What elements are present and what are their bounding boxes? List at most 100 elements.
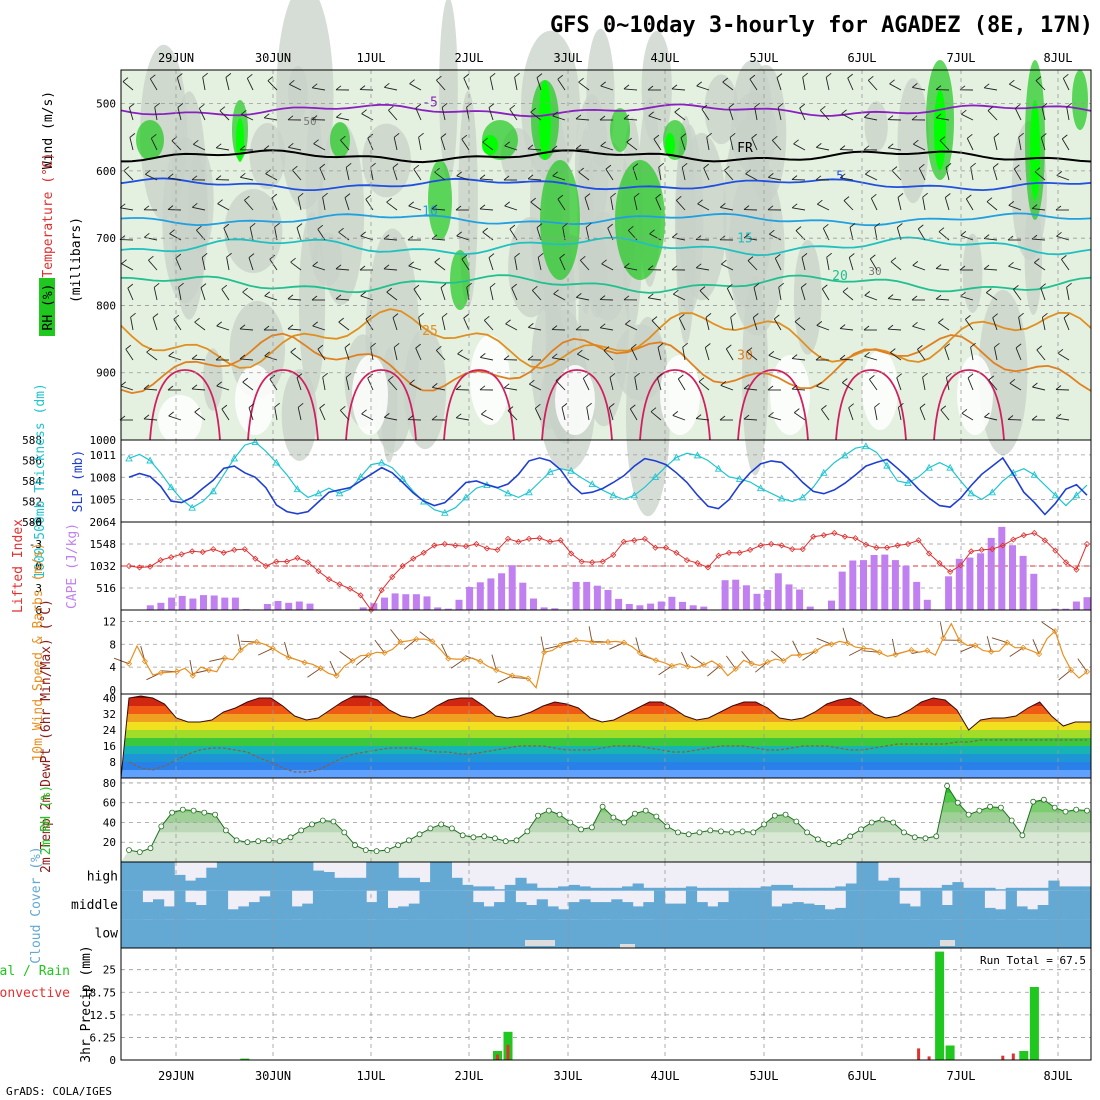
wind-barb — [125, 348, 134, 361]
wind-barb-flag — [1061, 255, 1067, 260]
wind-barb — [345, 377, 350, 391]
wind-barb-flag — [891, 166, 898, 171]
wind-barb — [152, 317, 158, 331]
wind-barb-flag — [945, 163, 952, 168]
wind-barb — [552, 175, 566, 181]
wind-barb — [682, 347, 686, 361]
rh2m-point — [718, 828, 724, 835]
thickness-point — [356, 472, 365, 480]
rh-moist-region — [136, 120, 164, 160]
wind-barb-flag — [345, 372, 352, 378]
wind-barb-flag — [152, 313, 159, 318]
wind-barb — [169, 233, 182, 241]
temp-contour-label: 25 — [422, 324, 438, 339]
wind-barb-flag — [986, 288, 992, 293]
wind-barb-flag — [960, 231, 967, 236]
temp-tick: 24 — [103, 724, 117, 737]
rh2m-point — [825, 841, 832, 848]
wind-barb-flag — [415, 103, 422, 109]
lifted-point — [399, 562, 406, 570]
cloud-bar — [536, 899, 548, 920]
cloud-bar — [504, 890, 516, 920]
cloud-bar — [323, 872, 335, 891]
cloud-bar — [877, 890, 889, 920]
wind-barb-flag — [1041, 133, 1047, 138]
wind-barb-flag — [241, 109, 247, 115]
wind-barb — [456, 417, 470, 421]
cloud-bar — [248, 902, 261, 920]
wind-barb-flag — [225, 73, 232, 78]
precip-tick: 18.75 — [83, 986, 116, 999]
wind-barb-flag — [722, 77, 728, 83]
wind-barb-flag — [626, 137, 632, 143]
rh2m-point — [169, 809, 176, 816]
wind-barb — [584, 197, 590, 211]
cloud-bar — [1005, 887, 1017, 891]
wind-barb-flag — [482, 137, 488, 143]
cape-bar — [434, 607, 442, 610]
cape-bar — [274, 601, 282, 610]
wind10m-barb — [491, 654, 497, 671]
cloud-bar — [1027, 919, 1039, 948]
wind-barb — [864, 116, 878, 121]
cape-bar — [806, 606, 814, 610]
lifted-point — [452, 542, 459, 549]
wind-barb-flag — [154, 102, 160, 108]
wind-barb — [961, 412, 974, 421]
wind-barb-flag — [219, 106, 226, 112]
lifted-point — [304, 559, 312, 566]
wind-barb-flag — [940, 405, 947, 411]
wind-barb — [1009, 83, 1022, 91]
cape-bar — [742, 585, 750, 610]
wind-barb — [1013, 289, 1022, 301]
rh2m-point — [944, 783, 950, 789]
wind-barb — [656, 377, 662, 391]
wind-barb-flag — [874, 402, 880, 408]
thickness-point — [967, 489, 975, 497]
rh-tick: 80 — [103, 777, 116, 790]
date-label-top: 4JUL — [651, 51, 680, 65]
wind-barb-flag — [935, 264, 942, 269]
wind-barb-flag — [290, 257, 296, 263]
rh-region — [249, 122, 286, 190]
y-tick-label: 600 — [96, 165, 116, 178]
wind-barb — [531, 289, 542, 301]
lifted-point — [1031, 529, 1038, 537]
wind-barb-flag — [216, 381, 222, 387]
wind-barb-flag — [609, 403, 615, 408]
wind-barb — [552, 115, 566, 121]
wind-barb-flag — [775, 253, 781, 259]
wind10m-point — [732, 665, 739, 672]
wind-barb-flag — [946, 372, 952, 378]
rh2m-point — [1062, 808, 1069, 815]
precip-ylabel: 3hr Precip (mm) — [79, 945, 94, 1062]
wind-barb-flag — [289, 79, 295, 85]
cloud-bar — [792, 902, 804, 920]
wind10m-barb — [374, 639, 385, 654]
wind-barb-flag — [724, 165, 730, 171]
cape-bar — [870, 555, 878, 610]
wind-barb — [393, 137, 398, 151]
wind-barb — [1032, 208, 1046, 211]
lifted-point — [831, 529, 838, 537]
cape-bar — [721, 580, 729, 610]
lifted-tick: -6 — [29, 516, 42, 529]
wind-barb-flag — [383, 264, 390, 270]
wind-barb — [489, 287, 494, 301]
thickness-point — [904, 479, 912, 486]
wind-barb-flag — [791, 175, 798, 180]
precip-convective-bar — [506, 1044, 510, 1060]
cape-bar — [604, 590, 612, 610]
lifted-point — [515, 538, 522, 545]
wind-barb — [697, 203, 710, 211]
wind-barb — [456, 175, 470, 181]
wind-barb-flag — [887, 143, 894, 149]
wind-barb — [393, 347, 398, 361]
rh-region — [864, 101, 888, 152]
cape-bar — [615, 598, 623, 610]
wind-barb — [625, 323, 638, 331]
wind-tick: 12 — [103, 615, 116, 628]
wind-barb-flag — [628, 225, 634, 231]
date-label-bottom: 3JUL — [554, 1069, 583, 1083]
precip-tick: 25 — [103, 964, 116, 977]
